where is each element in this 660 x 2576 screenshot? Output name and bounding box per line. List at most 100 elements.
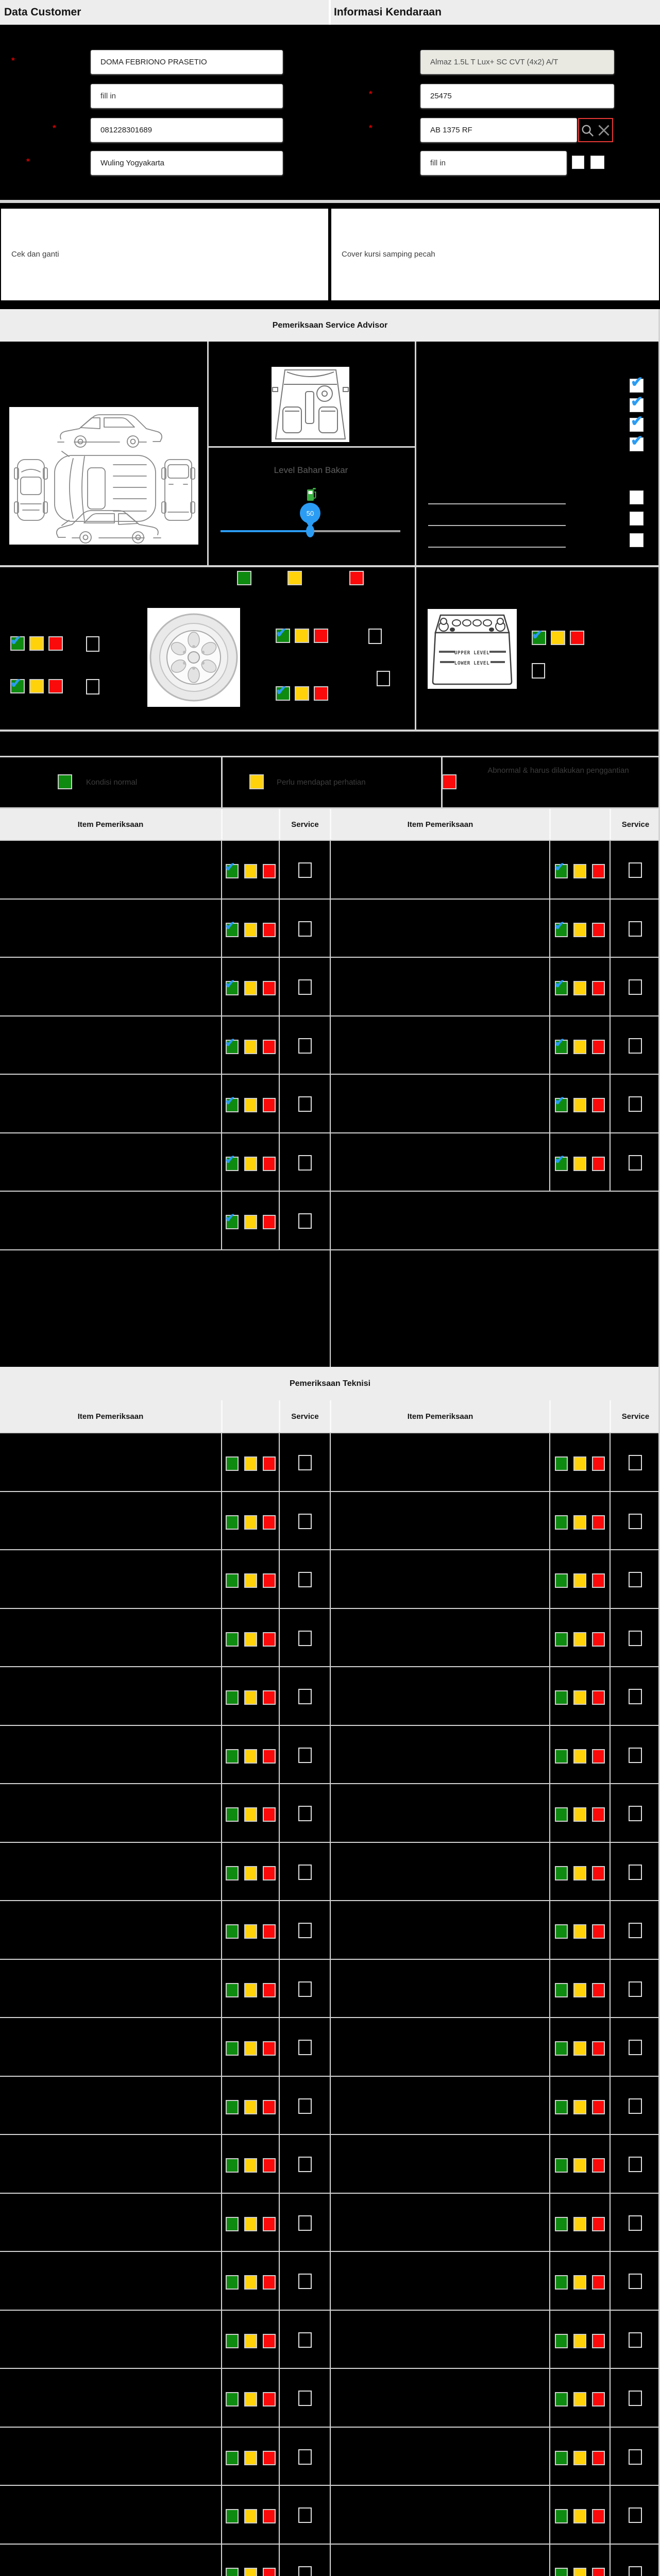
- indicator-yellow[interactable]: [573, 1924, 586, 1939]
- advisor-checkbox-checked[interactable]: ✔: [630, 375, 644, 393]
- indicator-green[interactable]: ✔: [554, 920, 568, 937]
- service-checkbox[interactable]: [298, 2274, 312, 2289]
- advisor-checkbox-checked[interactable]: ✔: [630, 434, 644, 451]
- indicator-yellow[interactable]: [244, 1632, 257, 1647]
- service-checkbox[interactable]: [629, 2098, 642, 2114]
- service-checkbox[interactable]: [298, 1747, 312, 1763]
- service-checkbox[interactable]: [629, 1923, 642, 1938]
- indicator-red[interactable]: [262, 2392, 276, 2406]
- indicator-yellow[interactable]: [244, 1982, 257, 1997]
- service-checkbox[interactable]: [298, 1630, 312, 1646]
- indicator-red[interactable]: [262, 1215, 276, 1229]
- indicator-yellow[interactable]: [244, 1924, 257, 1939]
- indicator-green[interactable]: [225, 2216, 239, 2231]
- indicator-red[interactable]: [592, 1982, 605, 1997]
- indicator-yellow[interactable]: [244, 1690, 257, 1705]
- indicator-green[interactable]: [555, 2567, 568, 2576]
- indicator-yellow[interactable]: [573, 864, 586, 878]
- vehicle-row4-input[interactable]: fill in: [420, 151, 567, 175]
- indicator-red[interactable]: [592, 2099, 605, 2114]
- tire-rear-right-indicator-green[interactable]: ✔: [276, 684, 290, 701]
- other-item-line[interactable]: [428, 525, 566, 526]
- indicator-green[interactable]: [225, 1749, 239, 1764]
- tire-front-left-indicator-red[interactable]: [48, 636, 63, 651]
- service-checkbox[interactable]: [298, 1572, 312, 1587]
- indicator-green[interactable]: [225, 1573, 239, 1588]
- service-checkbox[interactable]: [629, 1038, 642, 1054]
- indicator-yellow[interactable]: [573, 2216, 586, 2231]
- indicator-green[interactable]: [555, 1982, 568, 1997]
- service-checkbox[interactable]: [629, 979, 642, 995]
- service-checkbox[interactable]: [629, 1096, 642, 1112]
- vehicle-plate-input[interactable]: AB 1375 RF: [420, 118, 577, 142]
- indicator-red[interactable]: [592, 2275, 605, 2290]
- indicator-yellow[interactable]: [244, 2275, 257, 2290]
- service-checkbox[interactable]: [629, 921, 642, 937]
- indicator-yellow[interactable]: [573, 2041, 586, 2056]
- indicator-green[interactable]: [555, 2041, 568, 2056]
- service-checkbox[interactable]: [298, 2157, 312, 2172]
- indicator-red[interactable]: [592, 1632, 605, 1647]
- tire-legend-yellow[interactable]: [287, 571, 302, 585]
- vehicle-odometer-input[interactable]: 25475: [420, 84, 614, 108]
- indicator-yellow[interactable]: [573, 1749, 586, 1764]
- indicator-red[interactable]: [262, 2099, 276, 2114]
- indicator-yellow[interactable]: [573, 2392, 586, 2406]
- indicator-yellow[interactable]: [244, 864, 257, 878]
- indicator-green[interactable]: [225, 2392, 239, 2406]
- indicator-red[interactable]: [262, 1098, 276, 1112]
- tire-front-left-indicator-green[interactable]: ✔: [10, 634, 25, 651]
- indicator-yellow[interactable]: [244, 2158, 257, 2173]
- indicator-green[interactable]: [555, 1749, 568, 1764]
- indicator-red[interactable]: [592, 1573, 605, 1588]
- service-checkbox[interactable]: [629, 1981, 642, 1997]
- indicator-yellow[interactable]: [244, 2216, 257, 2231]
- indicator-green[interactable]: [225, 1866, 239, 1880]
- indicator-red[interactable]: [262, 2216, 276, 2231]
- indicator-green[interactable]: [555, 2450, 568, 2465]
- indicator-red[interactable]: [262, 2333, 276, 2348]
- service-checkbox[interactable]: [629, 2274, 642, 2289]
- service-checkbox[interactable]: [298, 2449, 312, 2465]
- indicator-red[interactable]: [592, 1807, 605, 1822]
- other-item-line[interactable]: [428, 547, 566, 548]
- service-checkbox[interactable]: [629, 2040, 642, 2055]
- indicator-green[interactable]: ✔: [554, 1154, 568, 1171]
- indicator-yellow[interactable]: [244, 2450, 257, 2465]
- customer-dealer-input[interactable]: Wuling Yogyakarta: [91, 151, 283, 175]
- indicator-red[interactable]: [262, 2450, 276, 2465]
- indicator-yellow[interactable]: [244, 1098, 257, 1112]
- service-checkbox[interactable]: [298, 2040, 312, 2055]
- indicator-yellow[interactable]: [244, 1515, 257, 1530]
- service-checkbox[interactable]: [629, 1806, 642, 1821]
- indicator-yellow[interactable]: [573, 1456, 586, 1471]
- indicator-yellow[interactable]: [573, 1515, 586, 1530]
- fuel-slider-handle[interactable]: [306, 525, 314, 537]
- indicator-yellow[interactable]: [244, 1456, 257, 1471]
- indicator-green[interactable]: ✔: [225, 1154, 239, 1171]
- service-checkbox[interactable]: [298, 1038, 312, 1054]
- indicator-red[interactable]: [592, 922, 605, 937]
- indicator-green[interactable]: [555, 2158, 568, 2173]
- service-checkbox[interactable]: [298, 2098, 312, 2114]
- tire-front-left-indicator-yellow[interactable]: [29, 636, 44, 651]
- indicator-red[interactable]: [262, 922, 276, 937]
- indicator-red[interactable]: [262, 1749, 276, 1764]
- indicator-red[interactable]: [592, 2392, 605, 2406]
- service-checkbox[interactable]: [629, 1513, 642, 1529]
- indicator-red[interactable]: [262, 1039, 276, 1054]
- service-checkbox[interactable]: [298, 1155, 312, 1171]
- indicator-green[interactable]: [225, 1632, 239, 1647]
- indicator-red[interactable]: [592, 1515, 605, 1530]
- indicator-red[interactable]: [592, 1039, 605, 1054]
- indicator-yellow[interactable]: [573, 2450, 586, 2465]
- clear-icon[interactable]: [597, 124, 611, 137]
- indicator-yellow[interactable]: [573, 1039, 586, 1054]
- service-checkbox[interactable]: [298, 1213, 312, 1229]
- indicator-green[interactable]: [555, 1573, 568, 1588]
- indicator-yellow[interactable]: [573, 2275, 586, 2290]
- search-icon[interactable]: [581, 124, 594, 137]
- vehicle-option-box-1[interactable]: [572, 156, 584, 169]
- indicator-red[interactable]: [262, 1807, 276, 1822]
- indicator-red[interactable]: [592, 2041, 605, 2056]
